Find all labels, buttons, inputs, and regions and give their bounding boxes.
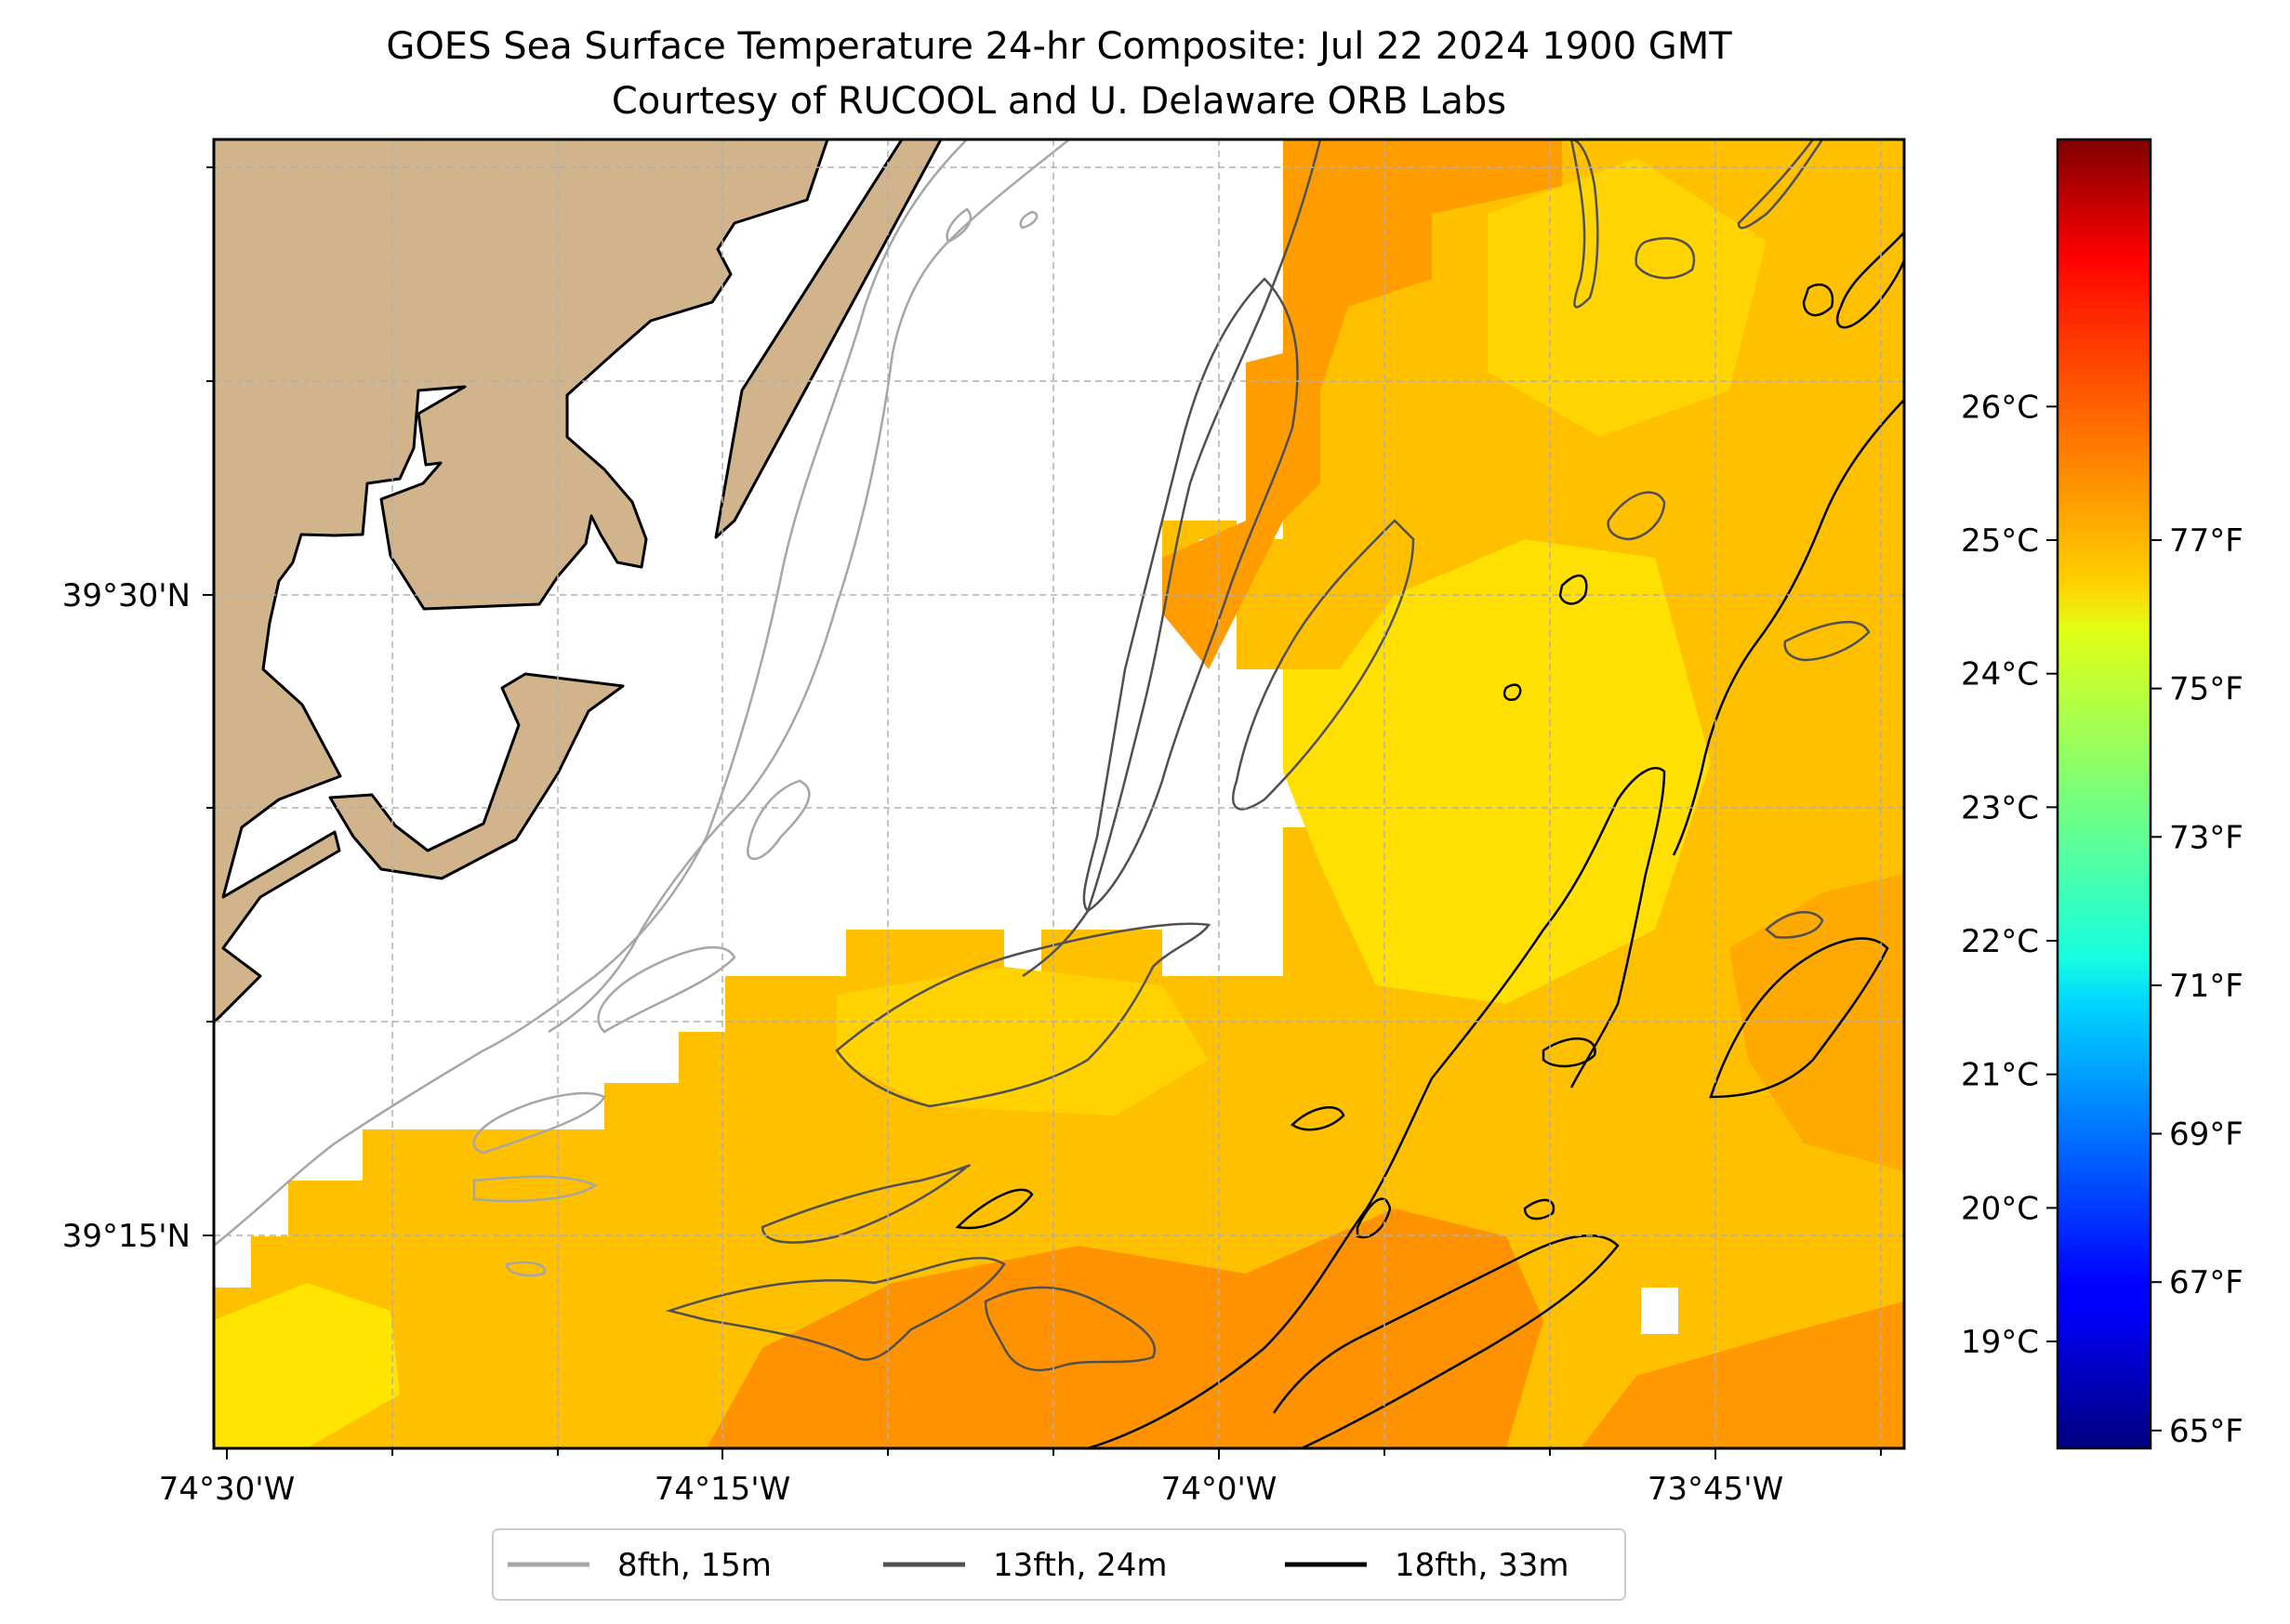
isobath-13fth-north-d xyxy=(1607,491,1666,541)
colorbar-fahrenheit-label: 75°F xyxy=(2169,671,2244,708)
x-tick-label: 74°0'W xyxy=(1161,1471,1277,1508)
isobath-18fth-blob-h xyxy=(955,1188,1034,1230)
land-barrier-island xyxy=(714,139,943,539)
sst-patch-yellow-north xyxy=(1488,158,1767,437)
isobath-13fth-southwest xyxy=(761,1164,971,1244)
colorbar-gradient xyxy=(2056,138,2152,1450)
map-title-line1: GOES Sea Surface Temperature 24-hr Compo… xyxy=(386,25,1732,68)
isobath-13fth-southcentral xyxy=(665,1257,1006,1361)
isobath-13fth-southeast xyxy=(984,1286,1157,1372)
x-tick-label: 73°45'W xyxy=(1648,1471,1784,1508)
colorbar-fahrenheit-label: 67°F xyxy=(2169,1264,2244,1301)
isobath-18fth-blob-b xyxy=(1558,574,1588,605)
gridlines xyxy=(214,139,1904,1448)
isobath-13fth-shoal-b xyxy=(1232,519,1415,811)
colorbar-fahrenheit-label: 69°F xyxy=(2169,1116,2244,1154)
colorbar-celsius-label: 22°C xyxy=(1961,923,2039,960)
colorbar-celsius-label: 24°C xyxy=(1961,656,2039,693)
isobath-8fth-lobe3 xyxy=(472,1091,606,1155)
legend-label-13fth: 13fth, 24m xyxy=(993,1547,1168,1584)
axis-ticks xyxy=(203,166,1882,1459)
isobath-8fth xyxy=(214,139,1070,1277)
isobath-8fth-lobe7 xyxy=(1019,210,1039,230)
legend-label-8fth: 8fth, 15m xyxy=(617,1547,772,1584)
sst-patch-orange-east xyxy=(1729,874,1904,1171)
sst-patch-yellow-center xyxy=(1283,539,1711,1004)
isobath-18fth-east-ridge xyxy=(1672,399,1904,856)
isobath-18fth-east-basin xyxy=(1709,937,1889,1099)
isobath-18fth-northeast xyxy=(1835,231,1904,329)
isobath-13fth-east-a xyxy=(1783,620,1871,662)
isobath-13fth xyxy=(665,139,1871,1372)
isobath-18fth-blob-g xyxy=(1523,1198,1555,1221)
map-frame xyxy=(212,138,1906,1450)
isobath-13fth-south xyxy=(835,922,1211,1108)
isobath-18fth-blob-e xyxy=(1291,1106,1345,1131)
sst-data-gap xyxy=(1641,1287,1678,1334)
sst-patch-yellow-southwest xyxy=(214,1283,400,1448)
y-tick-label: 39°30'N xyxy=(62,577,191,614)
isobath-13fth-north-c xyxy=(1737,139,1824,230)
isobath-8fth-lobe1 xyxy=(746,779,811,861)
isobath-18fth-blob-d xyxy=(1542,1037,1596,1068)
sst-patch-orange-south xyxy=(707,1208,1543,1448)
legend-label-18fth: 18fth, 33m xyxy=(1395,1547,1569,1584)
land-new-jersey xyxy=(214,139,829,1024)
colorbar: 19°C 20°C 21°C 22°C 23°C 24°C 25°C 26°C 65°F 67°… xyxy=(1961,138,2244,1450)
legend: 8fth, 15m 13fth, 24m 18fth, 33m xyxy=(492,1528,1626,1601)
y-tick-label: 39°15'N xyxy=(62,1218,191,1255)
isobath-18fth-blob-a xyxy=(1802,283,1834,317)
isobath-8fth-lobe2 xyxy=(597,945,736,1034)
colorbar-fahrenheit-label: 65°F xyxy=(2169,1413,2244,1450)
colorbar-fahrenheit-axis: 65°F 67°F 69°F 71°F 73°F 75°F 77°F xyxy=(2151,522,2244,1450)
colorbar-celsius-label: 26°C xyxy=(1961,389,2039,426)
legend-box xyxy=(492,1528,1626,1601)
colorbar-celsius-label: 23°C xyxy=(1961,789,2039,826)
isobath-18fth-blob-c xyxy=(1502,683,1522,701)
isobath-13fth-north-b xyxy=(1635,237,1696,280)
sst-field xyxy=(214,139,1904,1448)
colorbar-fahrenheit-label: 77°F xyxy=(2169,522,2244,560)
map-title-line2: Courtesy of RUCOOL and U. Delaware ORB L… xyxy=(612,80,1506,123)
isobath-18fth-blob-f xyxy=(1356,1197,1392,1239)
colorbar-celsius-label: 25°C xyxy=(1961,522,2039,560)
map-area xyxy=(214,139,1904,1448)
colorbar-celsius-axis: 19°C 20°C 21°C 22°C 23°C 24°C 25°C 26°C xyxy=(1961,389,2058,1361)
colorbar-celsius-label: 21°C xyxy=(1961,1057,2039,1094)
land xyxy=(214,139,943,1024)
x-tick-label: 74°15'W xyxy=(655,1471,791,1508)
colorbar-fahrenheit-label: 73°F xyxy=(2169,819,2244,856)
x-tick-label: 74°30'W xyxy=(159,1471,296,1508)
isobath-8fth-lobe5 xyxy=(505,1261,546,1277)
sst-patch-orange-southeast xyxy=(1581,1301,1904,1448)
isobath-8fth-lobe4 xyxy=(472,1175,598,1203)
isobath-13fth-shoal-a xyxy=(1082,277,1299,913)
colorbar-celsius-label: 20°C xyxy=(1961,1190,2039,1227)
isobath-8fth-lobe6 xyxy=(946,207,973,244)
sst-patch-yellow-south xyxy=(837,967,1209,1116)
colorbar-celsius-label: 19°C xyxy=(1961,1324,2039,1361)
isobath-8fth-main xyxy=(214,139,968,1247)
land-cape-may-spit xyxy=(328,672,625,880)
isobath-18fth-main xyxy=(1087,767,1666,1448)
isobath-13fth-north-a xyxy=(1569,139,1599,309)
colorbar-fahrenheit-label: 71°F xyxy=(2169,968,2244,1005)
sst-patch-orange-nw xyxy=(1162,139,1562,669)
isobath-18fth xyxy=(955,231,1904,1448)
isobath-13fth-east-b xyxy=(1765,911,1824,939)
